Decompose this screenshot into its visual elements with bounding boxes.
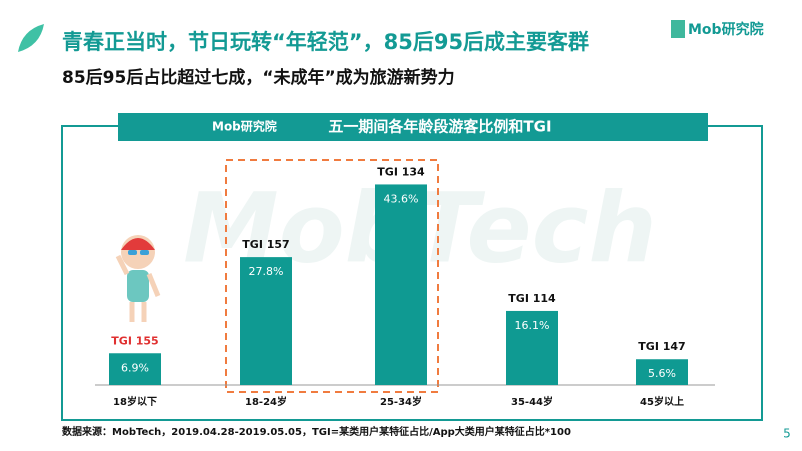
value-label: 43.6% xyxy=(384,192,419,205)
tgi-label: TGI 147 xyxy=(638,340,685,353)
bar xyxy=(506,310,558,385)
value-label: 5.6% xyxy=(648,367,676,380)
value-label: 6.9% xyxy=(121,361,149,374)
bar xyxy=(240,257,292,385)
title: 青春正当时，节日玩转“年轻范”，85后95后成主要客群 xyxy=(62,30,589,54)
page-number: 5 xyxy=(783,427,791,441)
swimmer xyxy=(115,235,161,322)
header-logo: Mob研究院 xyxy=(212,119,277,134)
bar xyxy=(375,184,427,385)
highlight-box xyxy=(225,159,439,393)
tgi-label: TGI 155 xyxy=(111,334,158,347)
chart-header xyxy=(118,113,708,141)
logo: Mob研究院 xyxy=(688,21,764,38)
x-tick-label: 18-24岁 xyxy=(245,395,287,408)
value-label: 16.1% xyxy=(515,319,550,332)
x-tick-label: 45岁以上 xyxy=(640,395,684,408)
bar xyxy=(636,359,688,385)
source: 数据来源：MobTech，2019.04.28-2019.05.05，TGI=某… xyxy=(62,425,571,438)
logo-icon xyxy=(671,20,685,38)
title-icon xyxy=(18,24,44,52)
subtitle: 85后95后占比超过七成，“未成年”成为旅游新势力 xyxy=(62,67,455,88)
chart-title: 五一期间各年龄段游客比例和TGI xyxy=(328,118,551,136)
x-tick-label: 18岁以下 xyxy=(113,395,157,408)
x-tick-label: 35-44岁 xyxy=(511,395,553,408)
value-label: 27.8% xyxy=(249,265,284,278)
tgi-label: TGI 157 xyxy=(242,238,289,251)
tgi-label: TGI 134 xyxy=(377,165,425,178)
tgi-label: TGI 114 xyxy=(508,292,556,305)
bar xyxy=(109,353,161,385)
x-tick-label: 25-34岁 xyxy=(380,395,422,408)
